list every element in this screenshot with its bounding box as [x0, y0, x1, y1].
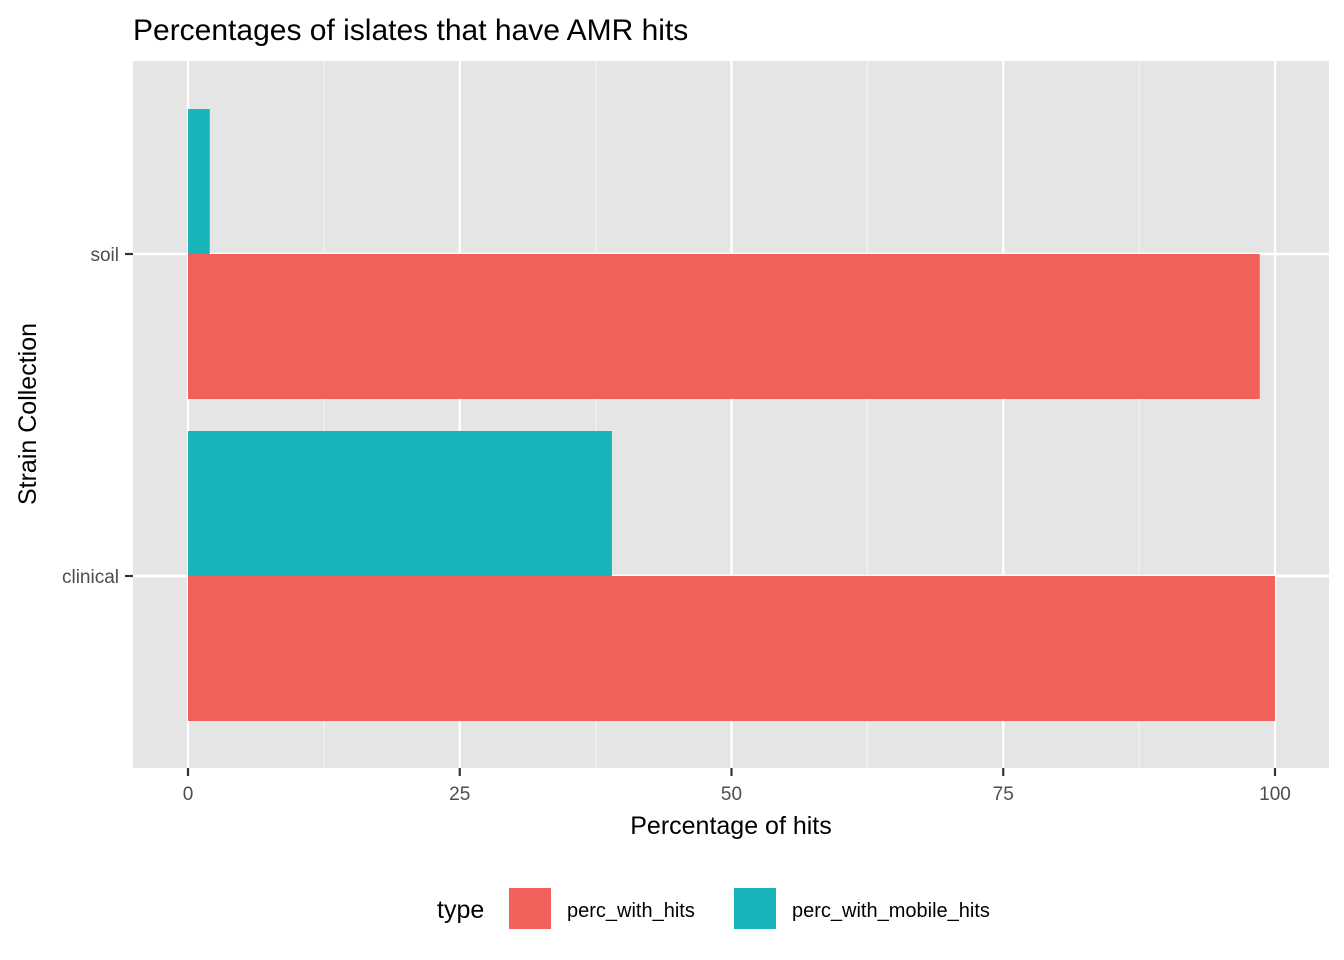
legend-title: type [437, 896, 484, 924]
x-tick-label: 50 [721, 784, 742, 805]
y-axis-title: Strain Collection [14, 323, 42, 505]
bar-clinical-perc_with_mobile_hits [188, 431, 612, 576]
legend-key-perc_with_hits [509, 888, 551, 929]
x-axis-title: Percentage of hits [630, 812, 832, 840]
x-tick-label: 0 [183, 784, 194, 805]
y-axis: clinical soil [62, 245, 133, 588]
x-tick-label: 100 [1259, 784, 1291, 805]
legend-key-perc_with_mobile_hits [734, 888, 776, 929]
y-tick-label: clinical [62, 567, 119, 588]
bar-soil-perc_with_mobile_hits [188, 109, 210, 254]
y-tick-label: soil [90, 245, 119, 266]
chart-title: Percentages of islates that have AMR hit… [133, 14, 688, 47]
bars [188, 109, 1275, 721]
legend-label-perc_with_mobile_hits: perc_with_mobile_hits [792, 900, 990, 922]
legend-label-perc_with_hits: perc_with_hits [567, 900, 695, 922]
x-tick-label: 25 [449, 784, 470, 805]
x-axis: 0 25 50 75 100 [183, 768, 1291, 805]
bar-soil-perc_with_hits [188, 254, 1260, 399]
bar-clinical-perc_with_hits [188, 576, 1275, 721]
legend: perc_with_hits perc_with_mobile_hits [509, 888, 990, 929]
x-tick-label: 75 [993, 784, 1014, 805]
